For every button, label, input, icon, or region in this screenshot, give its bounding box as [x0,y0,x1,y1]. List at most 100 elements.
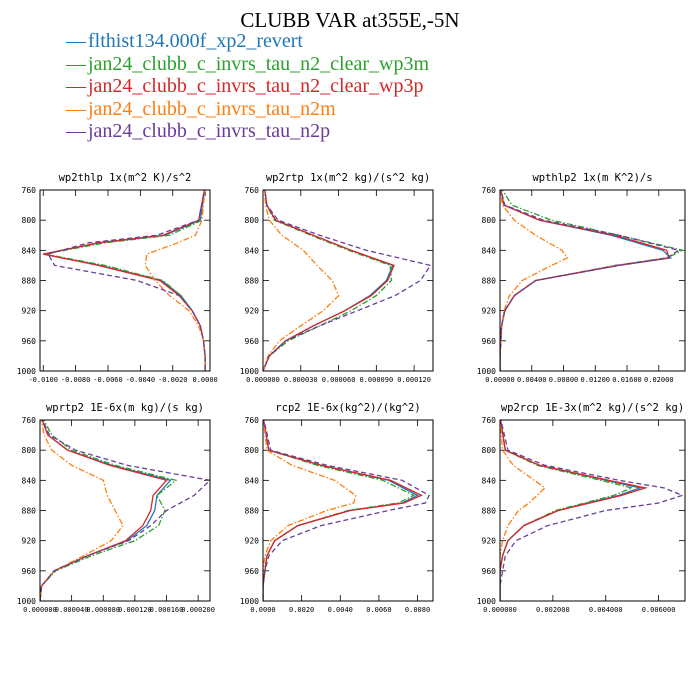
x-tick-label: 0.000030 [284,376,318,384]
y-tick-label: 960 [22,567,37,576]
legend-label: jan24_clubb_c_invrs_tau_n2p [88,120,331,142]
y-tick-label: 800 [245,446,260,455]
y-tick-label: 920 [22,537,37,546]
x-tick-label: 0.000090 [359,376,393,384]
panel-title: wp2thlp 1x(m^2 K)/s^2 [59,172,192,184]
legend-entry: — jan24_clubb_c_invrs_tau_n2_clear_wp3m [66,53,429,76]
legend-entry: — jan24_clubb_c_invrs_tau_n2_clear_wp3p [66,75,429,98]
y-tick-label: 760 [482,186,497,195]
x-tick-label: 0.01600 [612,376,642,384]
y-tick-label: 840 [245,246,260,255]
legend-label: jan24_clubb_c_invrs_tau_n2_clear_wp3m [88,52,430,75]
x-tick-label: 0.00400 [517,376,547,384]
y-tick-label: 960 [482,337,497,346]
x-tick-label: -0.0080 [61,376,91,384]
panel-title: wprtp2 1E-6x(m kg)/(s kg) [46,402,204,414]
x-tick-label: 0.01200 [581,376,611,384]
x-tick-label: -0.0020 [158,376,188,384]
x-tick-label: 0.0040 [328,606,353,614]
series-line [263,420,423,601]
series-line [263,190,432,371]
legend-line-icon: — [66,120,86,142]
y-tick-label: 840 [482,476,497,485]
x-tick-label: 0.000080 [86,606,120,614]
series-line [144,190,206,371]
series-line [263,190,393,371]
figure-title: CLUBB VAR at355E,-5N [240,8,460,32]
legend-entry: — jan24_clubb_c_invrs_tau_n2p [66,120,429,143]
y-tick-label: 920 [245,307,260,316]
y-tick-label: 840 [22,476,37,485]
x-tick-label: 0.0020 [289,606,314,614]
y-tick-label: 920 [482,307,497,316]
x-tick-label: 0.000000 [483,606,517,614]
x-tick-label: 0.000120 [118,606,152,614]
series-line [500,190,681,371]
legend-label: jan24_clubb_c_invrs_tau_n2_clear_wp3p [88,75,424,97]
y-tick-label: 920 [482,537,497,546]
series-line [263,420,430,601]
y-tick-label: 760 [22,186,37,195]
y-tick-label: 760 [245,416,260,425]
legend-line-icon: — [66,75,86,97]
y-tick-label: 880 [22,507,37,516]
y-tick-label: 800 [245,216,260,225]
series-line [500,420,546,601]
legend-entry: — flthist134.000f_xp2_revert [66,30,429,53]
y-tick-label: 800 [22,216,37,225]
x-tick-label: 0.000200 [181,606,215,614]
series-line [263,420,416,601]
y-tick-label: 800 [482,446,497,455]
x-tick-label: 0.006000 [642,606,676,614]
x-tick-label: 0.000000 [246,376,280,384]
x-tick-label: 0.000000 [23,606,57,614]
x-tick-label: 0.0000 [192,376,217,384]
plot-frame [262,189,434,372]
y-tick-label: 1000 [240,367,259,376]
plot-frame [39,189,211,372]
panel-title: wp2rcp 1E-3x(m^2 kg)/(s^2 kg) [501,402,684,414]
series-line [40,420,210,601]
y-tick-label: 1000 [477,597,496,606]
x-tick-label: 0.000040 [55,606,89,614]
y-tick-label: 1000 [477,367,496,376]
plot-frame [499,189,686,372]
y-tick-label: 1000 [240,597,259,606]
x-tick-label: 0.0000 [250,606,275,614]
y-tick-label: 840 [482,246,497,255]
x-tick-label: 0.00800 [549,376,579,384]
legend-line-icon: — [66,52,86,75]
x-tick-label: 0.000060 [322,376,356,384]
x-tick-label: 0.000120 [397,376,431,384]
y-tick-label: 760 [22,416,37,425]
series-line [500,420,685,601]
legend-line-icon: — [66,30,86,52]
series-line [263,420,419,601]
y-tick-label: 960 [22,337,37,346]
y-tick-label: 920 [22,307,37,316]
x-tick-label: 0.002000 [536,606,570,614]
y-tick-label: 760 [482,416,497,425]
x-tick-label: -0.0100 [28,376,58,384]
y-tick-label: 920 [245,537,260,546]
legend: — flthist134.000f_xp2_revert — jan24_clubb… [66,30,429,143]
x-tick-label: 0.0060 [366,606,391,614]
y-tick-label: 800 [482,216,497,225]
x-tick-label: 0.000160 [150,606,184,614]
x-tick-label: 0.00000 [485,376,515,384]
legend-label: flthist134.000f_xp2_revert [88,30,303,52]
y-tick-label: 960 [482,567,497,576]
panel-title: wp2rtp 1x(m^2 kg)/(s^2 kg) [266,172,430,184]
x-tick-label: -0.0060 [93,376,123,384]
series-line [47,190,206,371]
y-tick-label: 960 [245,567,260,576]
y-tick-label: 1000 [17,367,36,376]
series-line [40,420,178,601]
x-tick-label: -0.0040 [126,376,156,384]
y-tick-label: 880 [22,277,37,286]
series-line [40,420,168,601]
y-tick-label: 800 [22,446,37,455]
panel-title: wpthlp2 1x(m K^2)/s [532,172,652,184]
plot-frame [39,419,211,602]
